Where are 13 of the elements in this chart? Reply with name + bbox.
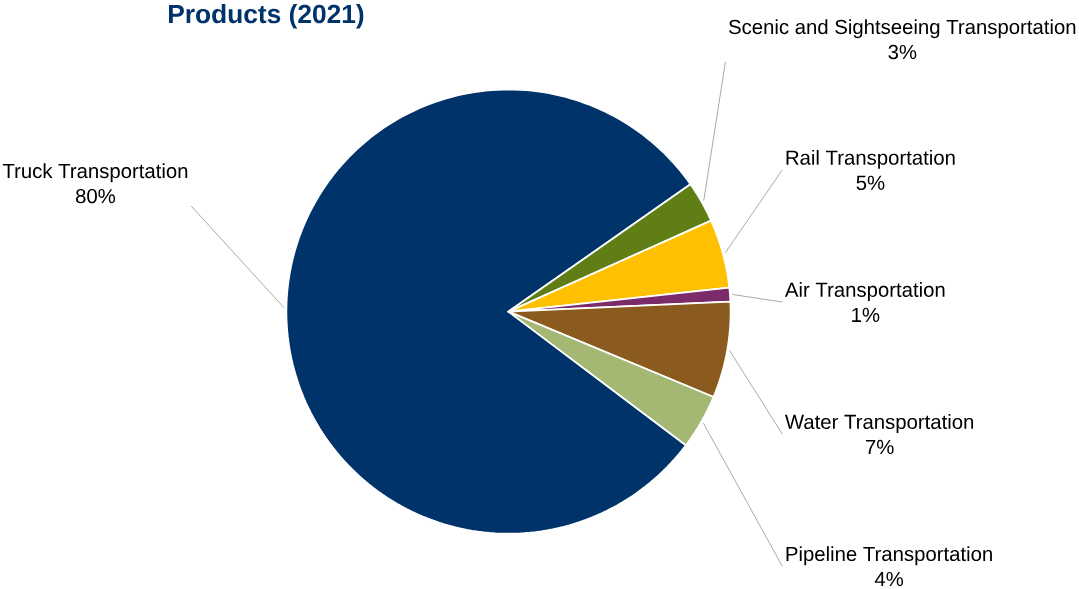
slice-label: Water Transportation bbox=[784, 414, 974, 434]
chart-title: Products (2021) bbox=[169, 4, 364, 29]
data-label: 7% bbox=[865, 440, 894, 455]
slice-label: Rail Transportation bbox=[786, 150, 955, 170]
data-label: 5% bbox=[856, 175, 885, 191]
data-label: 3% bbox=[888, 45, 917, 60]
data-label: 4% bbox=[874, 572, 904, 587]
slice-label: Truck Transportation bbox=[2, 163, 188, 183]
data-label: 1% bbox=[852, 307, 880, 323]
slice-label: Pipeline Transportation bbox=[786, 546, 992, 566]
slice-label: Scenic and Sightseeing Transportation bbox=[728, 19, 1076, 39]
data-label: 80% bbox=[75, 189, 116, 204]
slice-label: Air Transportation bbox=[784, 282, 945, 302]
